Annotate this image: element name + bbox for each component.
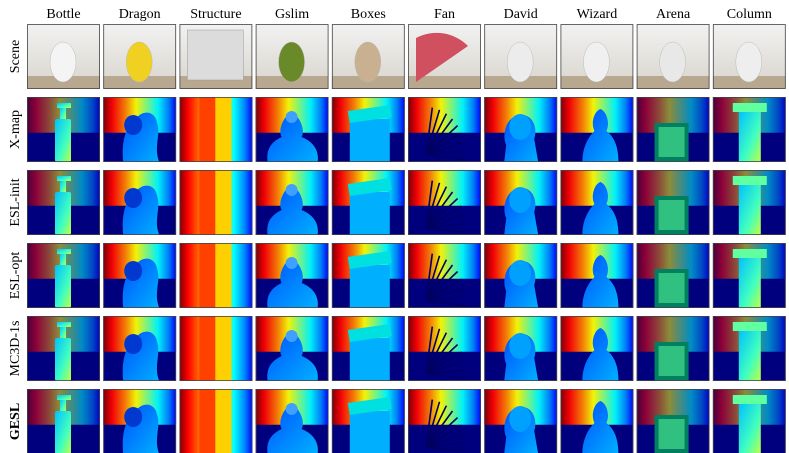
column-label: Dragon	[119, 7, 161, 22]
depth-map-panel	[103, 243, 177, 308]
column-label: Fan	[434, 7, 455, 22]
scene-photo	[179, 24, 253, 89]
depth-map-panel	[179, 170, 253, 235]
depth-map-panel	[560, 389, 634, 453]
depth-map-panel	[255, 389, 329, 453]
panels-grid	[27, 24, 786, 453]
column-label: Arena	[656, 7, 691, 22]
depth-map-panel	[331, 97, 405, 162]
depth-map-panel	[27, 389, 100, 453]
depth-map-panel	[408, 170, 481, 235]
depth-map-panel	[712, 316, 786, 381]
depth-map-panel	[27, 170, 100, 235]
column-labels: Bottle Dragon Structure Gslim Boxes Fan David W…	[46, 7, 771, 22]
depth-map-panel	[179, 316, 253, 381]
scene-photo	[408, 24, 481, 89]
depth-map-panel	[560, 170, 634, 235]
depth-map-panel	[27, 243, 100, 308]
depth-map-panel	[484, 389, 558, 453]
depth-map-panel	[712, 170, 786, 235]
column-label: Gslim	[275, 7, 309, 22]
depth-map-panel	[712, 243, 786, 308]
depth-map-panel	[560, 243, 634, 308]
column-label: Wizard	[577, 7, 618, 22]
depth-map-panel	[179, 97, 253, 162]
depth-map-panel	[636, 243, 710, 308]
depth-map-panel	[331, 316, 405, 381]
column-label: Boxes	[351, 7, 386, 22]
depth-map-panel	[103, 97, 177, 162]
row-label: GESL	[8, 403, 23, 440]
scene-photo	[712, 24, 786, 89]
depth-map-panel	[636, 316, 710, 381]
depth-map-panel	[255, 170, 329, 235]
depth-map-panel	[484, 243, 558, 308]
row-label: ESL-opt	[8, 252, 23, 300]
scene-photo	[255, 24, 329, 89]
depth-map-panel	[331, 389, 405, 453]
depth-map-panel	[636, 389, 710, 453]
scene-photo	[103, 24, 177, 89]
depth-map-panel	[255, 97, 329, 162]
depth-map-panel	[408, 316, 481, 381]
depth-map-panel	[255, 316, 329, 381]
depth-map-panel	[179, 243, 253, 308]
depth-map-panel	[103, 389, 177, 453]
scene-photo	[484, 24, 558, 89]
depth-map-panel	[484, 316, 558, 381]
row-label: MC3D-1s	[8, 320, 23, 376]
depth-map-panel	[408, 243, 481, 308]
scene-photo	[636, 24, 710, 89]
depth-map-panel	[408, 389, 481, 453]
depth-map-panel	[636, 97, 710, 162]
depth-map-panel	[103, 316, 177, 381]
depth-map-panel	[408, 97, 481, 162]
column-label: Structure	[190, 7, 241, 22]
depth-map-panel	[712, 97, 786, 162]
depth-map-panel	[27, 97, 100, 162]
depth-map-panel	[103, 170, 177, 235]
column-label: Bottle	[46, 7, 80, 22]
depth-map-panel	[255, 243, 329, 308]
depth-map-panel	[331, 243, 405, 308]
depth-map-panel	[712, 389, 786, 453]
depth-map-panel	[179, 389, 253, 453]
depth-map-panel	[636, 170, 710, 235]
depth-map-panel	[27, 316, 100, 381]
scene-photo	[27, 24, 100, 89]
column-label: Column	[727, 7, 772, 22]
scene-photo	[560, 24, 634, 89]
column-label: David	[504, 7, 538, 22]
depth-map-panel	[331, 170, 405, 235]
depth-map-panel	[484, 170, 558, 235]
row-label: X-map	[8, 110, 23, 149]
depth-map-panel	[560, 316, 634, 381]
row-label: Scene	[8, 40, 23, 73]
depth-map-panel	[484, 97, 558, 162]
row-label: ESL-init	[8, 178, 23, 226]
scene-photo	[331, 24, 405, 89]
row-labels: Scene X-map ESL-init ESL-opt MC3D-1s GESL	[8, 40, 23, 440]
depth-map-panel	[560, 97, 634, 162]
